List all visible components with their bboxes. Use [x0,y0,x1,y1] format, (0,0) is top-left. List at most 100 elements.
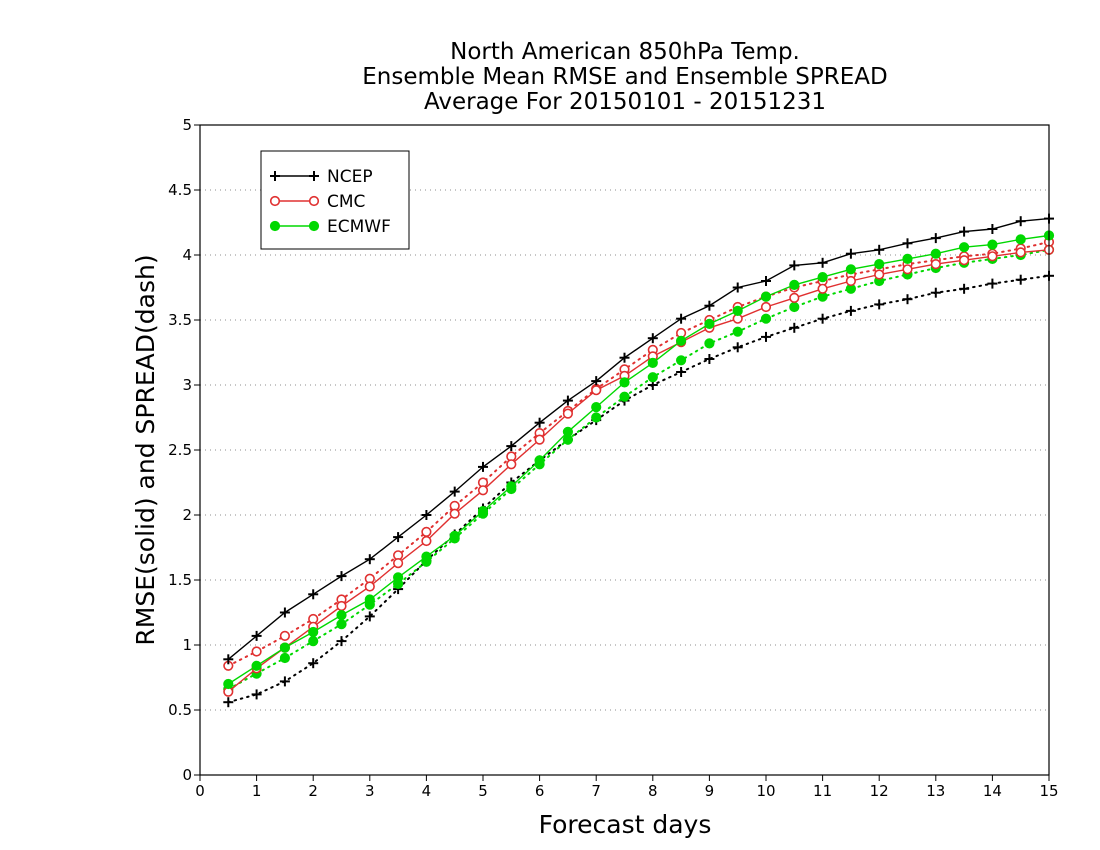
data-point-ncep-rmse [959,226,970,237]
y-tick-label: 0.5 [168,701,192,719]
data-point-ncep-spread [874,299,885,310]
data-point-ecmwf-spread [789,301,800,313]
data-point-ecmwf-rmse [874,259,885,270]
legend-label: NCEP [327,167,373,187]
data-point-ncep-rmse [1015,216,1026,227]
data-point-ncep-spread [817,313,828,324]
y-axis-title: RMSE(solid) and SPREAD(dash) [131,254,160,645]
y-tick-label: 4.5 [168,181,192,199]
legend-marker [308,195,320,207]
data-point-ncep-spread [902,294,913,305]
title-line-1: North American 850hPa Temp. [450,39,800,65]
data-point-ecmwf-rmse [845,264,857,275]
data-point-ncep-rmse [506,441,517,452]
data-point-ecmwf-rmse [619,377,630,388]
data-point-ecmwf-rmse [336,610,347,621]
data-point-cmc-rmse [449,508,460,519]
plot-area [223,213,1055,708]
series-ncep-rmse [223,213,1054,665]
y-tick-label: 3.5 [168,311,192,329]
x-tick-label: 6 [535,782,545,800]
data-point-ecmwf-rmse [987,239,998,250]
plot-frame [199,124,1050,776]
data-point-ncep-rmse [845,248,856,259]
data-point-ncep-rmse [874,244,885,255]
x-tick-label: 12 [870,782,889,800]
legend-marker [269,220,281,232]
data-point-ncep-spread [732,342,743,353]
x-tick-label: 14 [983,782,1002,800]
data-point-ecmwf-rmse [562,426,574,437]
data-point-ecmwf-rmse [251,660,262,671]
data-point-cmc-rmse [364,581,375,592]
data-point-ncep-spread [251,689,262,700]
data-point-ncep-spread [789,322,800,333]
series-cmc-spread [223,236,1055,671]
data-point-ecmwf-rmse [364,594,375,605]
series-ecmwf-spread [223,244,1055,695]
data-point-ecmwf-rmse [279,642,290,653]
series-line-cmc-spread [227,241,1050,667]
legend-marker [269,195,281,207]
data-point-cmc-rmse [506,459,517,470]
data-point-ncep-rmse [336,571,347,582]
data-point-ncep-spread [336,636,347,647]
data-point-ncep-spread [1015,274,1026,285]
data-point-ncep-rmse [902,238,913,249]
y-tick-label: 1 [182,636,192,654]
data-point-ncep-spread [223,697,234,708]
y-tick-label: 4 [182,246,192,264]
title-line-2: Ensemble Mean RMSE and Ensemble SPREAD [362,64,887,90]
legend-marker [309,171,319,181]
data-point-cmc-rmse [421,535,432,547]
data-point-ecmwf-rmse [308,626,319,638]
x-tick-label: 13 [926,782,945,800]
data-point-ncep-spread [279,676,290,687]
data-point-ncep-rmse [308,589,319,600]
series-ecmwf-rmse [223,230,1055,690]
series-line-ncep-spread [227,274,1050,704]
x-tick-label: 2 [308,782,318,800]
data-point-ecmwf-rmse [393,572,404,583]
x-tick-label: 1 [252,782,262,800]
data-point-cmc-spread [279,630,291,642]
data-point-ecmwf-rmse [506,481,517,492]
data-point-ncep-spread [959,283,970,294]
y-tick-label: 3 [182,376,192,394]
data-point-ecmwf-spread [760,313,772,324]
x-tick-label: 7 [591,782,601,800]
data-point-ncep-rmse [732,282,743,293]
data-point-ecmwf-spread [336,619,347,630]
data-point-ncep-rmse [676,313,687,324]
data-point-ecmwf-spread [676,355,687,366]
data-point-cmc-rmse [1015,247,1026,258]
x-tick-label: 11 [813,782,832,800]
legend-label: ECMWF [327,217,391,237]
data-point-cmc-rmse [817,283,828,294]
legend-box [260,150,410,250]
data-point-ecmwf-rmse [1015,234,1026,245]
data-point-cmc-rmse [760,301,772,313]
data-point-ncep-spread [364,611,375,622]
data-point-ecmwf-spread [591,412,602,423]
data-point-ecmwf-spread [732,326,743,337]
data-point-ncep-rmse [619,352,630,363]
data-point-ncep-rmse [930,233,941,244]
data-point-ncep-spread [676,367,687,377]
data-point-cmc-rmse [789,292,800,304]
x-tick-label: 15 [1039,782,1058,800]
x-axis-title: Forecast days [539,810,712,839]
data-point-ecmwf-rmse [223,678,234,690]
data-point-ncep-spread [704,354,715,364]
legend-item-ecmwf: ECMWF [269,217,391,237]
legend-item-ncep: NCEP [270,167,373,187]
data-point-cmc-rmse [987,251,998,262]
data-point-ncep-rmse [534,417,545,428]
data-point-ncep-rmse [279,607,290,618]
x-tick-label: 8 [648,782,658,800]
data-point-ecmwf-rmse [704,318,715,329]
data-point-ecmwf-rmse [534,455,545,466]
y-tick-label: 2.5 [168,441,192,459]
legend-marker [308,220,320,232]
data-point-cmc-rmse [534,434,545,445]
